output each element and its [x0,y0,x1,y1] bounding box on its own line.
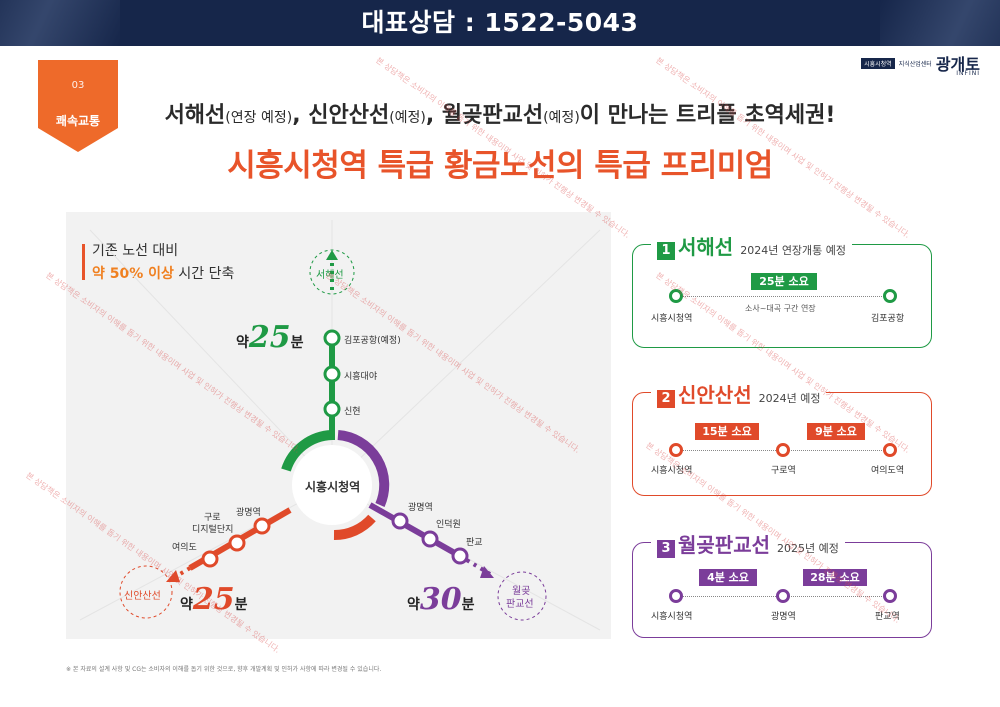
station-dot [669,443,683,457]
consult-phone-title[interactable]: 대표상담 : 1522-5043 [361,8,639,37]
purple-end-label-1: 월곶 [512,586,531,597]
footnote: ※ 본 자료의 설계 사항 및 CG는 소비자의 이해를 돕기 위한 것으로, … [66,666,382,673]
station-dot [883,443,897,457]
card-wolgot-pangyo: 3 월곶판교선 2025년 예정 4분 소요 28분 소요 시흥시청역 광명역 … [632,529,932,638]
station-gimpo [323,329,341,347]
card-line-name: 월곶판교선 [678,533,770,557]
duration-pill: 15분 소요 [695,423,759,440]
purple-end-label-2: 판교선 [506,599,534,610]
station-label: 광명역 [771,612,796,622]
green-end-label: 서해선 [316,270,344,281]
purple-station-1: 광명역 [408,503,433,513]
station-label: 여의도역 [871,466,905,476]
green-line [323,250,341,440]
duration-pill: 9분 소요 [807,423,865,440]
purple-station-3: 판교 [466,538,483,548]
station-dot [669,289,683,303]
card-year: 2024년 연장개통 예정 [740,244,847,257]
red-station-2: 구로 [204,513,221,523]
station-pangyo [451,547,469,565]
brand-logo[interactable]: 시흥시청역 지식산업센터 광개토 INFINI [861,52,980,77]
route-dotted-line [681,296,886,297]
legend-bar [82,244,85,280]
banner-stripe [0,0,120,46]
station-label: 시흥시청역 [651,612,693,622]
card-sinansan: 2 신안산선 2024년 예정 15분 소요 9분 소요 시흥시청역 구로역 여… [632,379,932,496]
card-line-name: 서해선 [678,235,734,259]
station-label: 구로역 [771,466,796,476]
time-green: 약25분 [236,320,304,355]
card-number: 2 [657,390,675,408]
purple-line [368,502,494,578]
red-end-label: 신안산선 [124,591,161,602]
card-header: 3 월곶판교선 2025년 예정 [651,529,845,558]
red-station-1: 광명역 [236,508,261,518]
station-dot [883,289,897,303]
station-label: 김포공항 [871,314,905,324]
card-number: 3 [657,540,675,558]
card-header: 1 서해선 2024년 연장개통 예정 [651,231,853,260]
headline-line2: 시흥시청역 특급 황금노선의 특급 프리미엄 [227,148,773,184]
center-hub [281,430,390,541]
red-line [166,507,292,582]
card-line-name: 신안산선 [678,383,752,407]
duration-pill: 25분 소요 [751,273,817,290]
card-seohae: 1 서해선 2024년 연장개통 예정 25분 소요 소사~대곡 구간 연장 시… [632,231,932,348]
card-year: 2024년 예정 [758,392,821,405]
section-label: 쾌속교통 [55,114,101,128]
time-red: 약25분 [180,582,248,617]
purple-station-2: 인덕원 [436,520,461,530]
station-yeouido [201,550,219,568]
station-dot [669,589,683,603]
end-circle-seohae [309,249,355,295]
station-label: 시흥시청역 [651,314,693,324]
time-purple: 약30분 [407,582,475,617]
station-label: 판교역 [875,612,900,622]
section-badge: 03 쾌속교통 [38,60,118,152]
logo-tag: 시흥시청역 [861,57,895,69]
badge-shape [38,60,118,152]
logo-tag-2: 지식산업센터 [898,60,932,68]
station-sinhyeon [323,400,341,418]
station-dot [883,589,897,603]
legend-line2: 약 50% 이상 시간 단축 [92,266,235,282]
station-gwangmyeong-red [253,517,271,535]
banner-stripe [880,0,1000,46]
station-dot [776,443,790,457]
route-note: 소사~대곡 구간 연장 [745,304,816,313]
green-station-3: 신현 [344,407,361,417]
station-guro [228,534,246,552]
card-header: 2 신안산선 2024년 예정 [651,379,827,408]
station-label: 시흥시청역 [651,466,693,476]
station-gwangmyeong-purple [391,512,409,530]
end-circle-sinansan [119,565,173,619]
duration-pill: 4분 소요 [699,569,757,586]
duration-pill: 28분 소요 [803,569,867,586]
headline-line1: 서해선(연장 예정), 신안산선(예정), 월곶판교선(예정)이 만나는 트리플… [164,103,836,128]
green-station-2: 시흥대야 [344,372,378,382]
logo-sub: INFINI [956,70,980,77]
card-number: 1 [657,242,675,260]
logo-brand: 광개토 [935,55,980,74]
station-dot [776,589,790,603]
station-indeogwon [421,530,439,548]
station-siheungdaeya [323,365,341,383]
green-station-1: 김포공항(예정) [344,336,401,346]
red-station-4: 여의도 [172,543,197,553]
red-station-3: 디지털단지 [192,525,234,535]
card-year: 2025년 예정 [777,542,839,555]
center-station-label: 시흥시청역 [305,480,361,494]
section-number: 03 [71,80,85,91]
end-circle-wolgot [497,571,547,621]
top-banner: 대표상담 : 1522-5043 [0,0,1000,46]
